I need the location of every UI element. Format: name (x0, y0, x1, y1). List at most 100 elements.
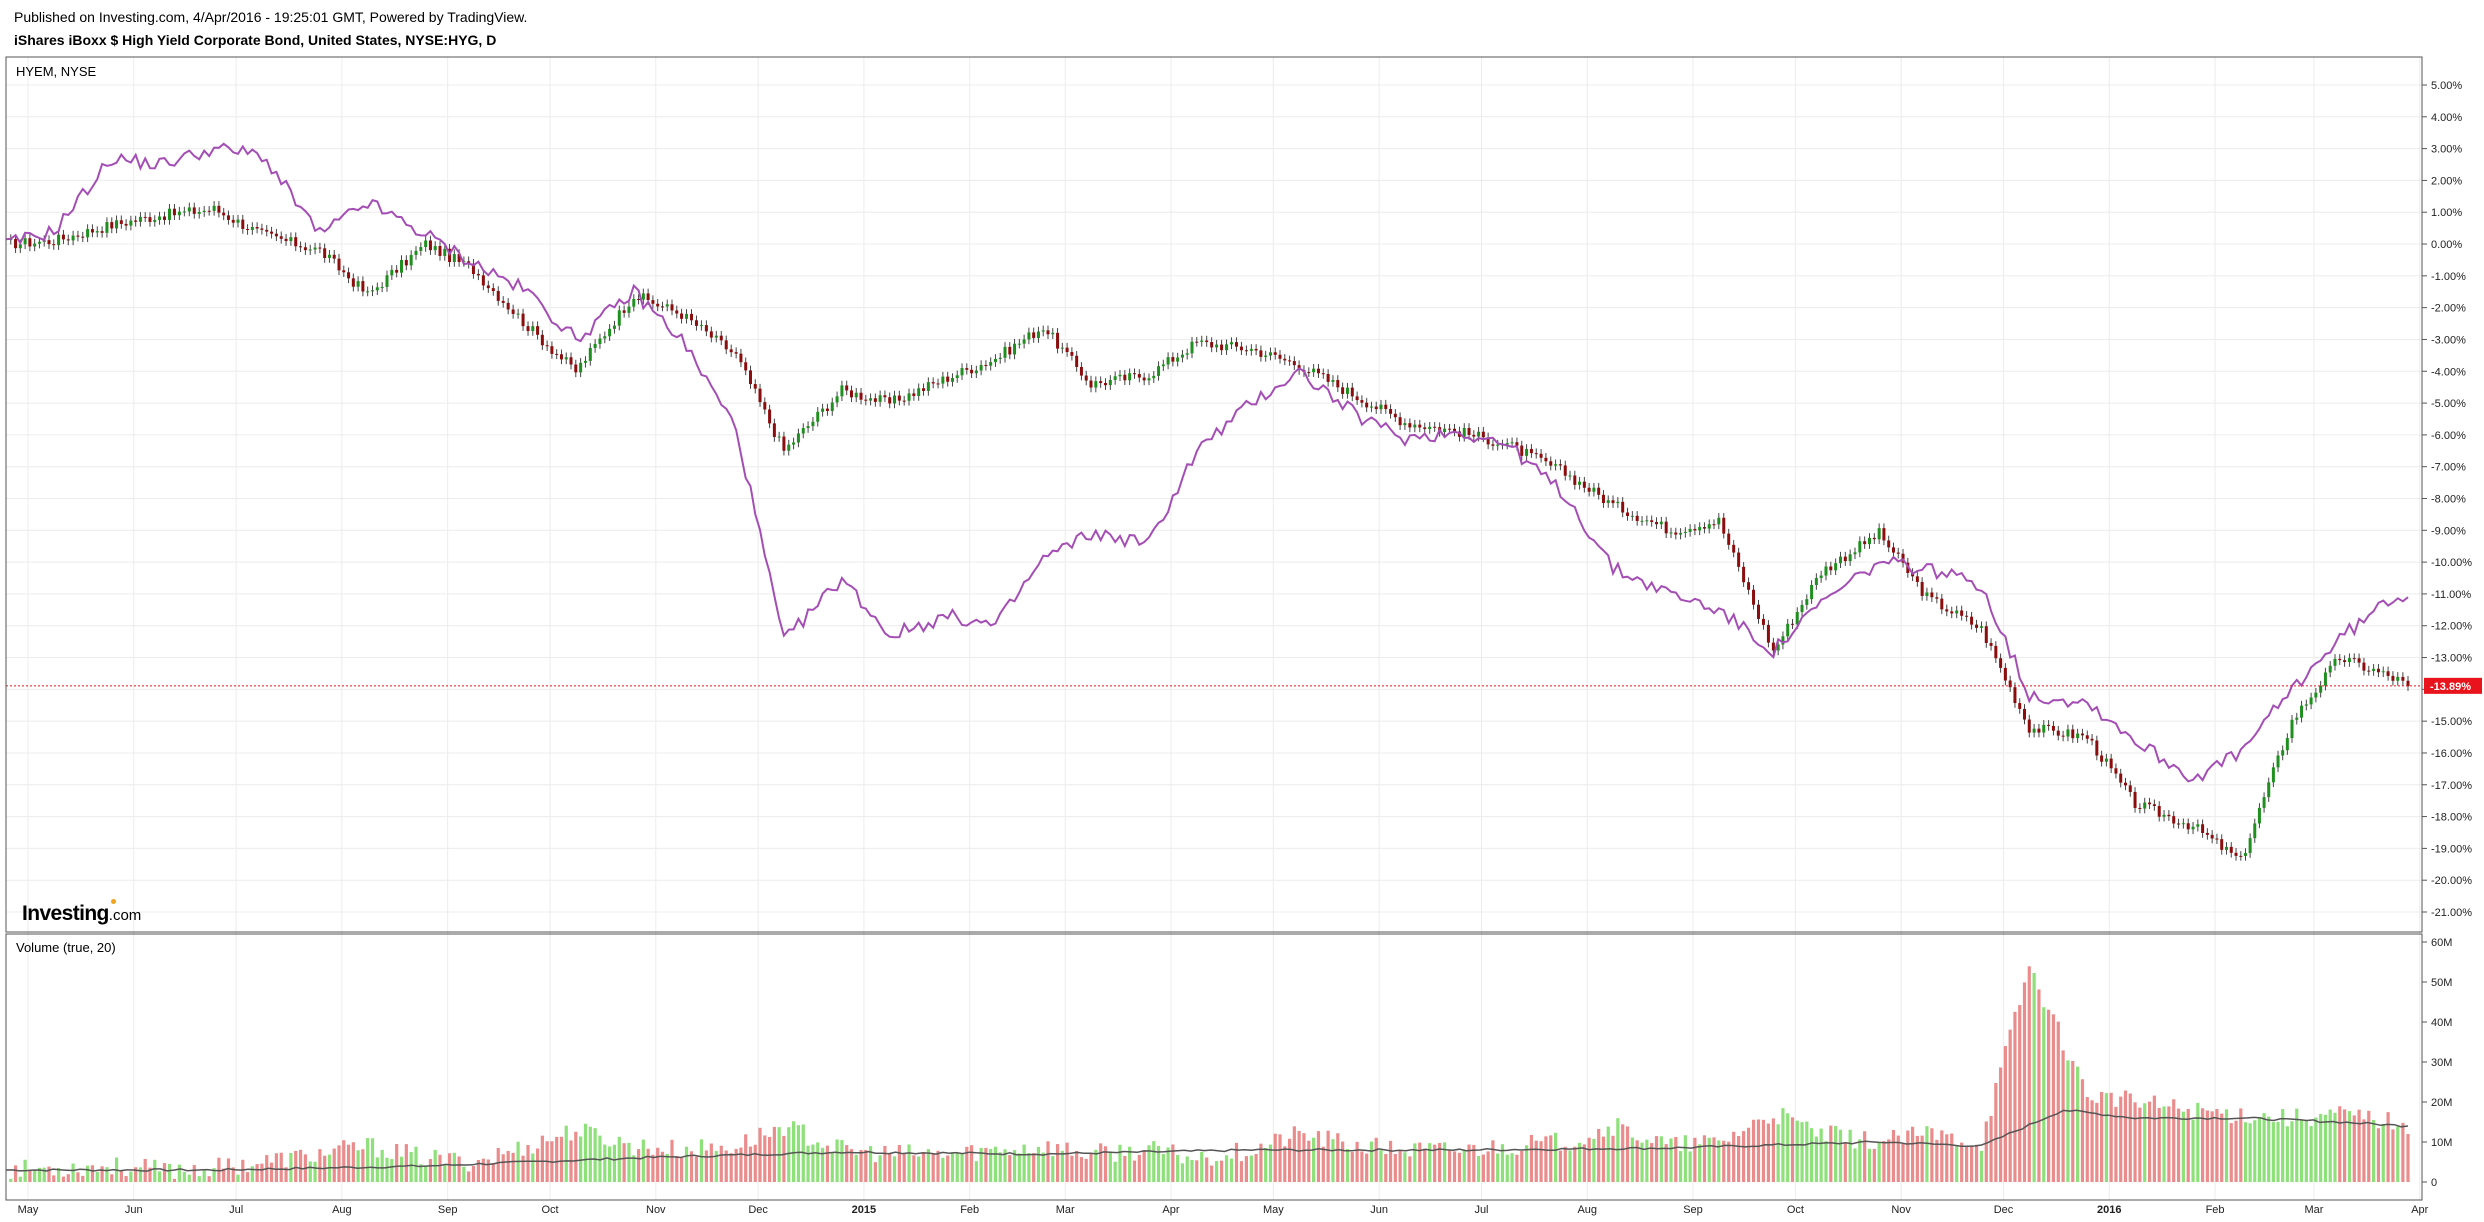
volume-bar (399, 1156, 404, 1182)
x-tick-label: Oct (1787, 1204, 1804, 1216)
candle-body (1027, 332, 1031, 340)
candle-body (608, 328, 612, 337)
candle-body (2372, 668, 2376, 671)
candle-body (158, 216, 162, 220)
volume-bar (1442, 1142, 1447, 1182)
volume-bar (888, 1153, 892, 1182)
x-tick-label: Oct (541, 1204, 558, 1216)
volume-bar (1403, 1152, 1407, 1182)
volume-bar (811, 1144, 815, 1182)
volume-bar (1374, 1137, 1378, 1182)
candle-body (202, 210, 206, 213)
candle-body (1534, 453, 1538, 455)
volume-bar (2100, 1091, 2104, 1182)
volume-tick-label: 30M (2431, 1057, 2452, 1069)
volume-bar (2056, 1021, 2060, 1182)
y-tick-label: -19.00% (2431, 843, 2472, 855)
y-tick-label: -7.00% (2431, 462, 2466, 474)
volume-bar (1079, 1157, 1084, 1182)
volume-bar (356, 1150, 360, 1182)
candle-body (1374, 406, 1378, 410)
x-tick-label: Dec (1994, 1204, 2014, 1216)
candle-body (709, 331, 713, 338)
volume-bar (2162, 1106, 2166, 1182)
volume-bar (447, 1153, 452, 1182)
volume-bar (1678, 1151, 1683, 1182)
candle-body (395, 269, 399, 273)
volume-bar (105, 1167, 109, 1182)
volume-tick-label: 50M (2431, 977, 2452, 989)
volume-bar (993, 1146, 998, 1182)
volume-bar (222, 1168, 226, 1182)
candle-body (1234, 342, 1238, 347)
candle-body (110, 222, 114, 229)
volume-bar (192, 1165, 196, 1182)
volume-bar (744, 1134, 748, 1182)
candle-body (1292, 361, 1296, 366)
volume-bar (346, 1144, 351, 1182)
volume-bar (9, 1178, 13, 1182)
candle-body (579, 362, 583, 373)
volume-bar (2176, 1108, 2181, 1182)
volume-bar (332, 1148, 336, 1182)
volume-bar (2172, 1099, 2176, 1182)
candle-body (2201, 824, 2205, 833)
candle-body (1099, 381, 1103, 384)
candle-body (86, 229, 90, 238)
candle-body (2239, 855, 2243, 857)
candle-body (1389, 409, 1393, 414)
volume-bar (608, 1146, 612, 1182)
candle-body (2234, 852, 2238, 856)
volume-bar (1693, 1137, 1697, 1182)
logo-suffix: .com (108, 907, 142, 924)
volume-bar (1278, 1134, 1282, 1182)
candle-body (1003, 346, 1007, 358)
candle-body (1960, 610, 1964, 616)
volume-bar (583, 1123, 588, 1182)
candle-body (1945, 609, 1949, 612)
volume-bar (1408, 1156, 1412, 1182)
volume-bar (2066, 1060, 2070, 1182)
candle-body (105, 222, 109, 233)
candle-body (2186, 823, 2190, 830)
candle-body (313, 247, 317, 250)
volume-bar (1462, 1150, 1466, 1182)
volume-bar (1041, 1152, 1045, 1182)
volume-bar (2248, 1123, 2252, 1182)
volume-bar (763, 1135, 767, 1182)
candle-body (1384, 404, 1388, 410)
hyem-series-line (5, 142, 2409, 783)
candle-body (2205, 832, 2209, 835)
candle-body (1955, 610, 1959, 614)
volume-bar (1215, 1161, 1219, 1182)
candle-body (115, 220, 119, 229)
volume-bar (2285, 1126, 2289, 1182)
volume-bar (1447, 1150, 1452, 1182)
candle-body (849, 390, 853, 398)
volume-bar (2271, 1122, 2275, 1182)
volume-bar (845, 1145, 849, 1182)
candle-body (734, 352, 738, 354)
volume-bar (1563, 1146, 1567, 1182)
volume-bar (1118, 1144, 1122, 1182)
candle-body (361, 281, 365, 292)
candle-body (516, 313, 520, 315)
volume-bar (835, 1139, 839, 1182)
volume-bar (1984, 1121, 1988, 1182)
y-tick-label: 1.00% (2431, 207, 2462, 219)
candle-body (1094, 381, 1098, 388)
candle-body (854, 392, 858, 398)
candle-body (260, 228, 264, 230)
volume-bar (1438, 1142, 1442, 1182)
x-tick-label: Aug (1577, 1204, 1597, 1216)
volume-bar (1974, 1144, 1979, 1182)
volume-bar (1994, 1082, 1998, 1182)
volume-bar (361, 1149, 365, 1182)
volume-bar (1017, 1153, 1021, 1182)
candle-body (385, 275, 389, 287)
candle-body (1601, 494, 1605, 504)
candle-body (1727, 533, 1731, 545)
volume-bar (1457, 1152, 1462, 1182)
candle-body (2215, 838, 2219, 840)
